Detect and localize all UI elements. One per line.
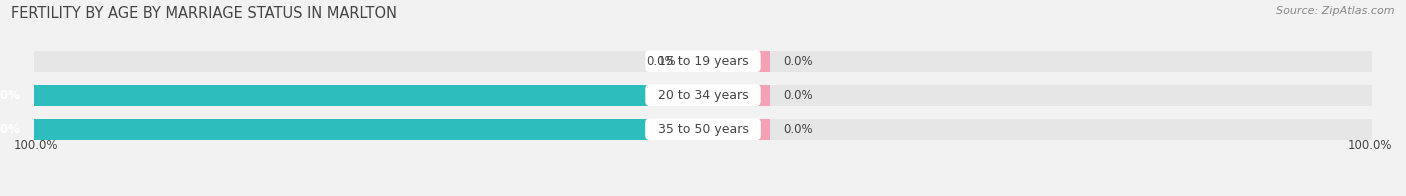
- Bar: [34, 119, 703, 140]
- Bar: [34, 51, 1372, 72]
- Text: 15 to 19 years: 15 to 19 years: [650, 55, 756, 68]
- Text: 100.0%: 100.0%: [0, 89, 21, 102]
- Text: 100.0%: 100.0%: [0, 123, 21, 136]
- Bar: [703, 51, 770, 72]
- Text: 0.0%: 0.0%: [783, 123, 813, 136]
- Text: Source: ZipAtlas.com: Source: ZipAtlas.com: [1277, 6, 1395, 16]
- Text: 100.0%: 100.0%: [1347, 139, 1392, 152]
- Bar: [34, 85, 1372, 106]
- Bar: [34, 119, 1372, 140]
- Text: 0.0%: 0.0%: [647, 55, 676, 68]
- Text: FERTILITY BY AGE BY MARRIAGE STATUS IN MARLTON: FERTILITY BY AGE BY MARRIAGE STATUS IN M…: [11, 6, 398, 21]
- Text: 100.0%: 100.0%: [14, 139, 59, 152]
- Text: 0.0%: 0.0%: [783, 89, 813, 102]
- Bar: [703, 119, 770, 140]
- Bar: [703, 85, 770, 106]
- Bar: [34, 85, 703, 106]
- Text: 0.0%: 0.0%: [783, 55, 813, 68]
- Text: 20 to 34 years: 20 to 34 years: [650, 89, 756, 102]
- Text: 35 to 50 years: 35 to 50 years: [650, 123, 756, 136]
